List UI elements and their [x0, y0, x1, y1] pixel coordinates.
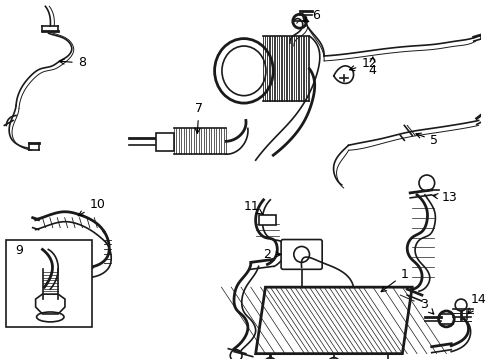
Bar [259, 215, 276, 225]
Text: 1: 1 [381, 268, 408, 292]
Text: 14: 14 [468, 293, 487, 314]
Text: 7: 7 [195, 102, 203, 133]
Text: 10: 10 [78, 198, 105, 216]
Text: 12: 12 [349, 57, 377, 71]
Text: 13: 13 [433, 192, 457, 204]
Text: 6: 6 [303, 9, 320, 22]
FancyBboxPatch shape [281, 239, 322, 269]
Text: 5: 5 [416, 133, 438, 147]
Polygon shape [256, 287, 412, 354]
Bar [156, 133, 173, 151]
Text: 8: 8 [59, 57, 86, 69]
Text: 3: 3 [420, 297, 434, 314]
Text: 4: 4 [368, 57, 376, 77]
Bar [6, 239, 92, 327]
Text: 9: 9 [15, 244, 23, 257]
Text: 11: 11 [244, 200, 263, 214]
Text: 2: 2 [264, 248, 281, 261]
